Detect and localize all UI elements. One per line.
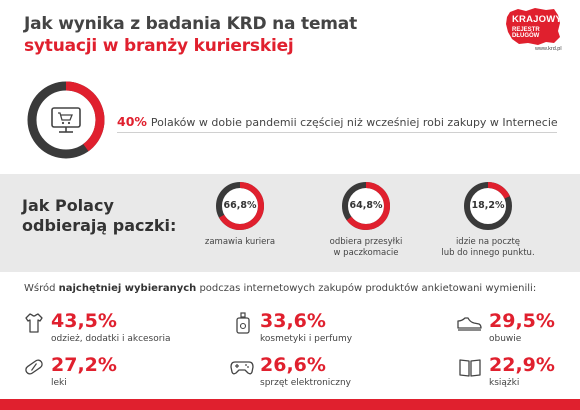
pickup-caption-courier-line-1: zamawia kuriera bbox=[204, 237, 276, 247]
pickup-caption-post-office-line-1: idzie na pocztę bbox=[455, 237, 521, 247]
pill-icon bbox=[25, 359, 43, 375]
pickup-donut-courier-chart bbox=[216, 182, 264, 230]
pickup-donut-value-arc bbox=[216, 182, 264, 230]
product-value-shoes: 29,5% bbox=[489, 310, 555, 332]
pickup-caption-courier: zamawia kuriera bbox=[175, 237, 305, 248]
pickup-caption-parcel-locker-line-2: w paczkomacie bbox=[333, 248, 399, 258]
page-title: Jak wynika z badania KRD na temat sytuac… bbox=[24, 14, 357, 56]
pickup-value-courier: 66,8% bbox=[223, 200, 257, 211]
product-item-cosmetics: 33,6% kosmetyki i perfumy bbox=[233, 310, 413, 348]
pickup-caption-post-office-line-2: lub do innego punktu. bbox=[441, 248, 535, 258]
logo-line-1: KRAJOWY bbox=[512, 14, 562, 25]
book-icon bbox=[459, 359, 481, 377]
headline-stat-section: 40% Polaków w dobie pandemii częściej niż… bbox=[24, 78, 564, 164]
headline-donut-chart bbox=[27, 81, 105, 159]
footer-bar bbox=[0, 399, 580, 410]
product-item-electronics: 26,6% sprzęt elektroniczny bbox=[230, 354, 413, 392]
product-item-books: 22,9% książki bbox=[459, 354, 572, 392]
logo-url: www.krd.pl bbox=[535, 46, 562, 52]
product-value-cosmetics: 33,6% bbox=[260, 310, 326, 332]
product-label-books: książki bbox=[489, 378, 520, 388]
product-value-medicine: 27,2% bbox=[51, 354, 117, 376]
product-label-shoes: obuwie bbox=[489, 334, 522, 344]
pickup-donut-parcel-locker-chart bbox=[342, 182, 390, 230]
product-value-electronics: 26,6% bbox=[260, 354, 326, 376]
product-value-books: 22,9% bbox=[489, 354, 555, 376]
product-label-cosmetics: kosmetyki i perfumy bbox=[260, 334, 353, 344]
products-intro-pre: Wśród bbox=[24, 283, 59, 294]
product-value-clothing: 43,5% bbox=[51, 310, 117, 332]
products-intro-bold: najchętniej wybieranych bbox=[58, 283, 197, 294]
product-item-shoes: 29,5% obuwie bbox=[457, 310, 572, 348]
pickup-donut-parcel-locker: 64,8% bbox=[340, 180, 392, 232]
shopping-cart-monitor-icon bbox=[51, 107, 81, 133]
pickup-donut-value-arc bbox=[464, 182, 512, 230]
pickup-caption-parcel-locker-line-1: odbiera przesyłki bbox=[329, 237, 403, 247]
pickup-donut-post-office: 18,2% bbox=[462, 180, 514, 232]
product-label-medicine: leki bbox=[51, 378, 67, 388]
title-line-2: sytuacji w branży kurierskiej bbox=[24, 36, 294, 56]
clothing-icon bbox=[25, 313, 43, 333]
headline-stat: 40% Polaków w dobie pandemii częściej niż… bbox=[117, 114, 558, 129]
pickup-donut-courier: 66,8% bbox=[214, 180, 266, 232]
pickup-caption-parcel-locker: odbiera przesyłki w paczkomacie bbox=[301, 237, 431, 259]
pickup-value-parcel-locker: 64,8% bbox=[349, 200, 383, 211]
product-item-clothing: 43,5% odzież, dodatki i akcesoria bbox=[24, 310, 204, 348]
gamepad-icon bbox=[230, 361, 254, 375]
pickup-heading-line-2: odbierają paczki: bbox=[22, 216, 177, 235]
pickup-methods-section: Jak Polacy odbierają paczki: 66,8% zamaw… bbox=[0, 174, 580, 272]
product-item-medicine: 27,2% leki bbox=[24, 354, 204, 392]
pickup-heading: Jak Polacy odbierają paczki: bbox=[22, 196, 176, 236]
poland-map-logo-icon bbox=[506, 8, 560, 45]
product-label-electronics: sprzęt elektroniczny bbox=[260, 378, 351, 388]
logo-line-2: REJESTR DŁUGÓW bbox=[512, 27, 540, 39]
perfume-icon bbox=[236, 312, 250, 334]
products-intro: Wśród najchętniej wybieranych podczas in… bbox=[24, 283, 536, 294]
pickup-donut-post-office-chart bbox=[464, 182, 512, 230]
pickup-heading-line-1: Jak Polacy bbox=[22, 196, 114, 215]
pickup-caption-post-office: idzie na pocztę lub do innego punktu. bbox=[423, 237, 553, 259]
products-intro-post: podczas internetowych zakupów produktów … bbox=[196, 283, 537, 294]
headline-stat-divider bbox=[117, 132, 557, 133]
pickup-value-post-office: 18,2% bbox=[471, 200, 505, 211]
krd-logo: KRAJOWY REJESTR DŁUGÓW www.krd.pl bbox=[502, 6, 564, 54]
headline-stat-value: 40% bbox=[117, 114, 147, 129]
product-label-clothing: odzież, dodatki i akcesoria bbox=[51, 334, 171, 344]
pickup-stat-post-office: 18,2% idzie na pocztę lub do innego punk… bbox=[423, 180, 553, 259]
headline-stat-text: Polaków w dobie pandemii częściej niż wc… bbox=[150, 116, 558, 129]
title-line-1: Jak wynika z badania KRD na temat bbox=[24, 14, 358, 34]
shoe-icon bbox=[457, 317, 482, 331]
pickup-stat-courier: 66,8% zamawia kuriera bbox=[175, 180, 305, 248]
pickup-donut-value-arc bbox=[342, 182, 390, 230]
pickup-stat-parcel-locker: 64,8% odbiera przesyłki w paczkomacie bbox=[301, 180, 431, 259]
headline-donut-value-arc bbox=[27, 81, 105, 159]
